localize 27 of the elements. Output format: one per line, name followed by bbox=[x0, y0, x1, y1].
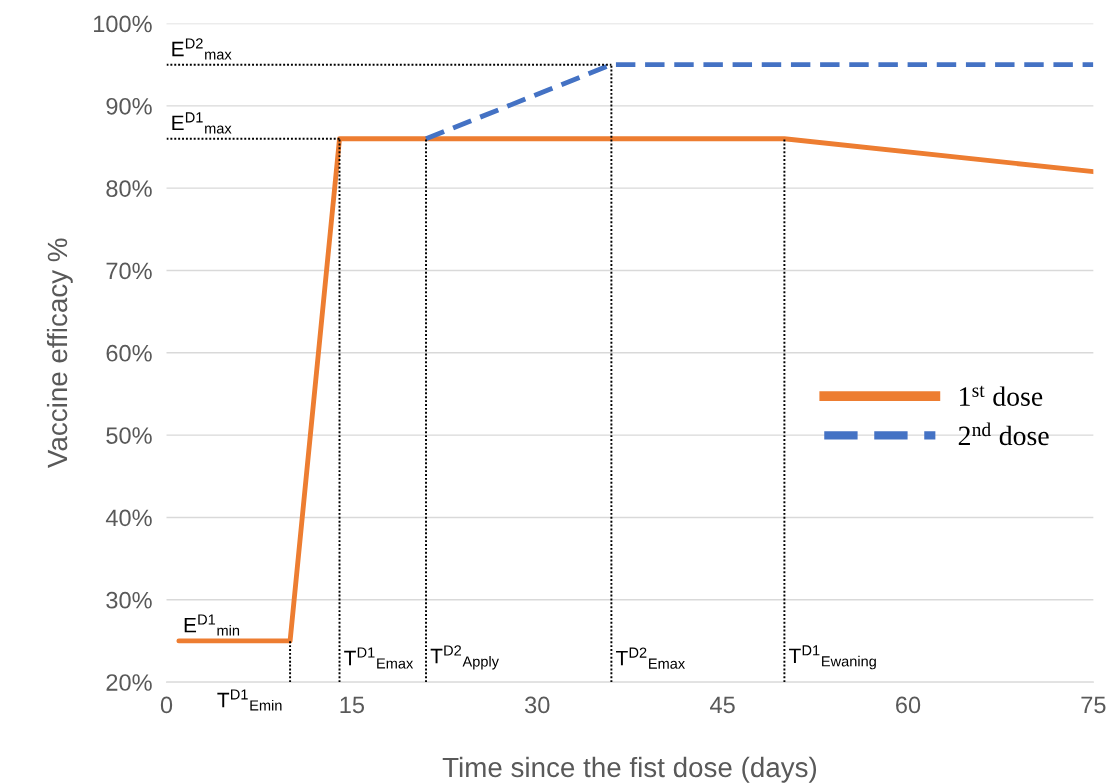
legend-label: 1$^{st}$ dose bbox=[960, 385, 1043, 406]
y-tick-label: 70% bbox=[106, 262, 152, 280]
annotation: E$^{D1}$$_{max}$ bbox=[172, 112, 232, 134]
x-tick-label: 30 bbox=[525, 696, 550, 714]
y-tick-label: 60% bbox=[106, 344, 152, 362]
x-tick-label: 45 bbox=[710, 696, 735, 714]
annotation: E$^{D1}$$_{min}$ bbox=[184, 614, 240, 636]
y-tick-label: 80% bbox=[106, 180, 152, 197]
y-tick-label: 50% bbox=[106, 427, 152, 444]
y-tick-label: 100% bbox=[94, 15, 152, 33]
x-tick-label: 60 bbox=[896, 696, 921, 714]
x-tick-label: 75 bbox=[1081, 696, 1106, 714]
y-tick-label: 30% bbox=[106, 591, 152, 609]
legend-label: 2$^{nd}$ dose bbox=[958, 422, 1049, 446]
y-axis-title: Vaccine efficacy % bbox=[46, 238, 73, 468]
annotation: T$^{D2}$$_{Apply}$ bbox=[430, 645, 499, 670]
annotation: T$^{D2}$$_{Emax}$ bbox=[616, 647, 685, 669]
y-tick-label: 20% bbox=[106, 674, 152, 691]
y-tick-label: 40% bbox=[105, 509, 152, 527]
annotation: T$^{D1}$$_{Emin}$ bbox=[217, 689, 282, 711]
x-tick-label: 0 bbox=[160, 696, 173, 714]
x-axis-title: Time since the fist dose (days) bbox=[442, 756, 817, 783]
y-tick-label: 90% bbox=[106, 97, 152, 115]
annotation: T$^{D1}$$_{Emax}$ bbox=[344, 647, 414, 669]
annotation: T$^{D1}$$_{Ewaning}$ bbox=[789, 645, 876, 670]
x-tick-label: 15 bbox=[340, 696, 365, 714]
annotation: E$^{D2}$$_{max}$ bbox=[172, 38, 232, 60]
